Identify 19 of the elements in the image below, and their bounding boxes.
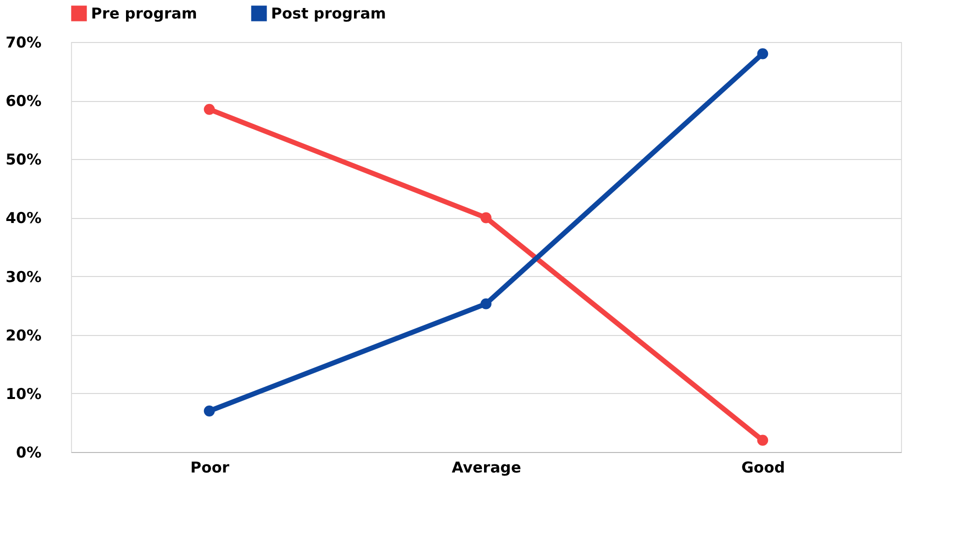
point bbox=[480, 298, 492, 310]
x-tick-label: Average bbox=[452, 458, 522, 476]
y-tick-label: 0% bbox=[16, 444, 42, 462]
y-tick-label: 40% bbox=[6, 209, 42, 228]
point bbox=[204, 406, 215, 416]
y-tick-label: 50% bbox=[6, 150, 42, 169]
x-tick-label: Poor bbox=[190, 458, 230, 476]
point bbox=[757, 48, 768, 60]
legend-label: Post program bbox=[271, 4, 386, 22]
point bbox=[204, 104, 215, 115]
point bbox=[757, 434, 768, 446]
y-tick-label: 30% bbox=[6, 268, 42, 286]
y-tick-label: 20% bbox=[6, 326, 42, 344]
point bbox=[480, 212, 492, 224]
legend-label: Pre program bbox=[91, 4, 198, 22]
y-tick-label: 60% bbox=[6, 92, 42, 110]
y-tick-label: 70% bbox=[6, 34, 42, 52]
y-tick-label: 10% bbox=[6, 384, 42, 403]
x-tick-label: Good bbox=[741, 458, 786, 476]
